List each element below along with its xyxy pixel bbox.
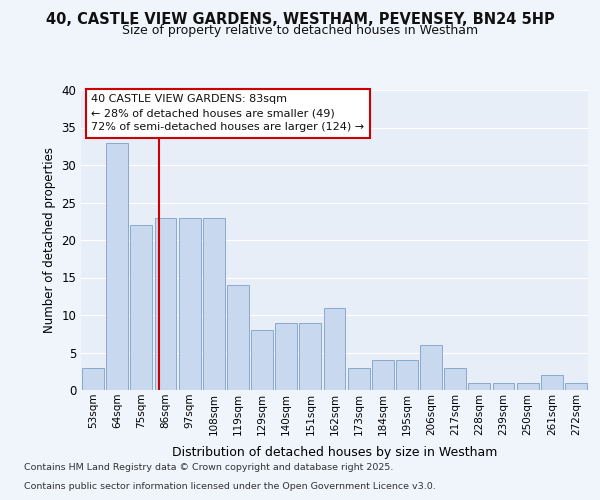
Bar [541,375,563,390]
Bar [493,382,514,390]
Bar [517,382,539,390]
Text: Contains HM Land Registry data © Crown copyright and database right 2025.: Contains HM Land Registry data © Crown c… [24,464,394,472]
Text: 40, CASTLE VIEW GARDENS, WESTHAM, PEVENSEY, BN24 5HP: 40, CASTLE VIEW GARDENS, WESTHAM, PEVENS… [46,12,554,28]
Bar [155,218,176,390]
Bar [227,285,249,390]
Bar [275,322,297,390]
Bar [299,322,321,390]
Bar [396,360,418,390]
Text: Size of property relative to detached houses in Westham: Size of property relative to detached ho… [122,24,478,37]
Bar [106,142,128,390]
Bar [323,308,346,390]
Bar [348,368,370,390]
Bar [179,218,200,390]
Bar [565,382,587,390]
Bar [420,345,442,390]
Bar [82,368,104,390]
Text: Contains public sector information licensed under the Open Government Licence v3: Contains public sector information licen… [24,482,436,491]
Bar [130,225,152,390]
X-axis label: Distribution of detached houses by size in Westham: Distribution of detached houses by size … [172,446,497,459]
Bar [203,218,224,390]
Bar [445,368,466,390]
Text: 40 CASTLE VIEW GARDENS: 83sqm
← 28% of detached houses are smaller (49)
72% of s: 40 CASTLE VIEW GARDENS: 83sqm ← 28% of d… [91,94,364,132]
Bar [372,360,394,390]
Bar [469,382,490,390]
Bar [251,330,273,390]
Y-axis label: Number of detached properties: Number of detached properties [43,147,56,333]
